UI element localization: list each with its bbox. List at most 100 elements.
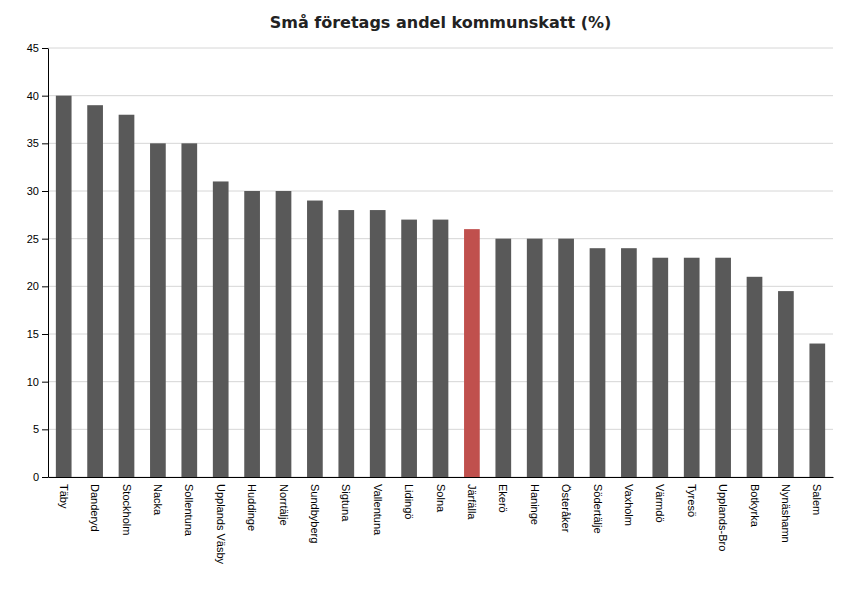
bar bbox=[401, 220, 417, 477]
bar bbox=[244, 191, 260, 477]
tick: 0 bbox=[33, 471, 48, 483]
bar bbox=[684, 258, 700, 477]
bar bbox=[181, 143, 197, 477]
tick: 5 bbox=[33, 423, 48, 435]
tick: Huddinge bbox=[246, 484, 258, 531]
bar bbox=[213, 181, 229, 477]
tick: Vallentuna bbox=[372, 484, 384, 536]
bar bbox=[621, 248, 637, 477]
tick: 15 bbox=[27, 328, 48, 340]
tick: 45 bbox=[27, 42, 48, 54]
tick-mark bbox=[42, 48, 48, 49]
tick: Norrtälje bbox=[278, 484, 290, 526]
tick-mark bbox=[42, 477, 48, 478]
tick: Botkyrka bbox=[749, 484, 761, 528]
tick: Österåker bbox=[560, 484, 572, 533]
tick-label: Norrtälje bbox=[278, 484, 290, 526]
tick-label: Ekerö bbox=[497, 484, 509, 513]
tick-label: 35 bbox=[27, 137, 39, 149]
tick: Ekerö bbox=[497, 484, 509, 513]
tick: Solna bbox=[435, 484, 447, 513]
tick-label: Lidingö bbox=[403, 484, 415, 519]
tick-label: Sundbyberg bbox=[309, 484, 321, 543]
bar bbox=[464, 229, 480, 477]
tick-label: Botkyrka bbox=[749, 484, 761, 528]
bar bbox=[433, 220, 449, 477]
tick: Nynäshamn bbox=[780, 484, 792, 543]
tick-label: Danderyd bbox=[89, 484, 101, 532]
tick-label: Täby bbox=[58, 484, 70, 509]
tick: Sollentuna bbox=[183, 484, 195, 537]
bar bbox=[307, 201, 323, 477]
tick-label: Solna bbox=[435, 484, 447, 513]
bar bbox=[590, 248, 606, 477]
bar bbox=[119, 115, 135, 477]
tick-label: Salem bbox=[811, 484, 823, 515]
bar bbox=[809, 344, 825, 477]
tick-label: 10 bbox=[27, 376, 39, 388]
bar bbox=[715, 258, 731, 477]
tick: Upplands Väsby bbox=[215, 484, 227, 565]
tick-label: 30 bbox=[27, 185, 39, 197]
tick-label: Sollentuna bbox=[183, 484, 195, 537]
bar bbox=[338, 210, 354, 477]
grid-line bbox=[48, 95, 833, 96]
tick-label: Vallentuna bbox=[372, 484, 384, 536]
tick: Haninge bbox=[529, 484, 541, 525]
tick: Stockholm bbox=[121, 484, 133, 535]
tick: 10 bbox=[27, 376, 48, 388]
tick-label: 5 bbox=[33, 423, 39, 435]
tick-label: Nacka bbox=[152, 484, 164, 516]
bar bbox=[56, 96, 72, 477]
axis-line bbox=[48, 49, 49, 478]
tick: Sigtuna bbox=[340, 484, 352, 522]
tick: Värmdö bbox=[654, 484, 666, 523]
tick: Upplands-Bro bbox=[717, 484, 729, 551]
tick-label: 15 bbox=[27, 328, 39, 340]
tick-mark bbox=[42, 429, 48, 430]
tick: Sundbyberg bbox=[309, 484, 321, 543]
axis-line bbox=[49, 477, 834, 478]
tick: Nacka bbox=[152, 484, 164, 516]
tick-label: 20 bbox=[27, 280, 39, 292]
tick-mark bbox=[42, 286, 48, 287]
title: Små företags andel kommunskatt (%) bbox=[270, 13, 612, 32]
tick-mark bbox=[42, 239, 48, 240]
tick-label: Haninge bbox=[529, 484, 541, 525]
tick-mark bbox=[42, 96, 48, 97]
tick-label: Huddinge bbox=[246, 484, 258, 531]
tick-label: Upplands Väsby bbox=[215, 484, 227, 565]
tick-label: 45 bbox=[27, 42, 39, 54]
tick-label: Upplands-Bro bbox=[717, 484, 729, 551]
bar bbox=[495, 239, 511, 477]
tick-mark bbox=[42, 382, 48, 383]
tick-label: Södertälje bbox=[592, 484, 604, 534]
tick-mark bbox=[42, 334, 48, 335]
tick-mark bbox=[42, 143, 48, 144]
bar bbox=[652, 258, 668, 477]
bar bbox=[558, 239, 574, 477]
tick: Danderyd bbox=[89, 484, 101, 532]
bar bbox=[778, 291, 794, 477]
grid-line bbox=[48, 48, 833, 49]
bar bbox=[370, 210, 386, 477]
tick-label: Vaxholm bbox=[623, 484, 635, 526]
tick: 40 bbox=[27, 90, 48, 102]
bar bbox=[527, 239, 543, 477]
bar bbox=[747, 277, 763, 477]
tick-label: Österåker bbox=[560, 484, 572, 533]
chart: Små företags andel kommunskatt (%) 0 5 10 15… bbox=[0, 0, 853, 592]
tick: Salem bbox=[811, 484, 823, 515]
plot: 0 5 10 15 20 25 30 35 40 45 Täby Danderyd Stockholm N… bbox=[27, 42, 834, 565]
x-axis: Täby Danderyd Stockholm Nacka Sollentuna Uppl… bbox=[49, 478, 834, 565]
tick: 25 bbox=[27, 233, 48, 245]
tick: Vaxholm bbox=[623, 484, 635, 526]
tick-label: Järfälla bbox=[466, 484, 478, 520]
tick-label: Nynäshamn bbox=[780, 484, 792, 543]
grid bbox=[48, 48, 833, 477]
bars bbox=[56, 96, 825, 477]
bar bbox=[276, 191, 292, 477]
tick-label: 0 bbox=[33, 471, 39, 483]
tick: Tyresö bbox=[686, 484, 698, 517]
tick-label: 25 bbox=[27, 233, 39, 245]
